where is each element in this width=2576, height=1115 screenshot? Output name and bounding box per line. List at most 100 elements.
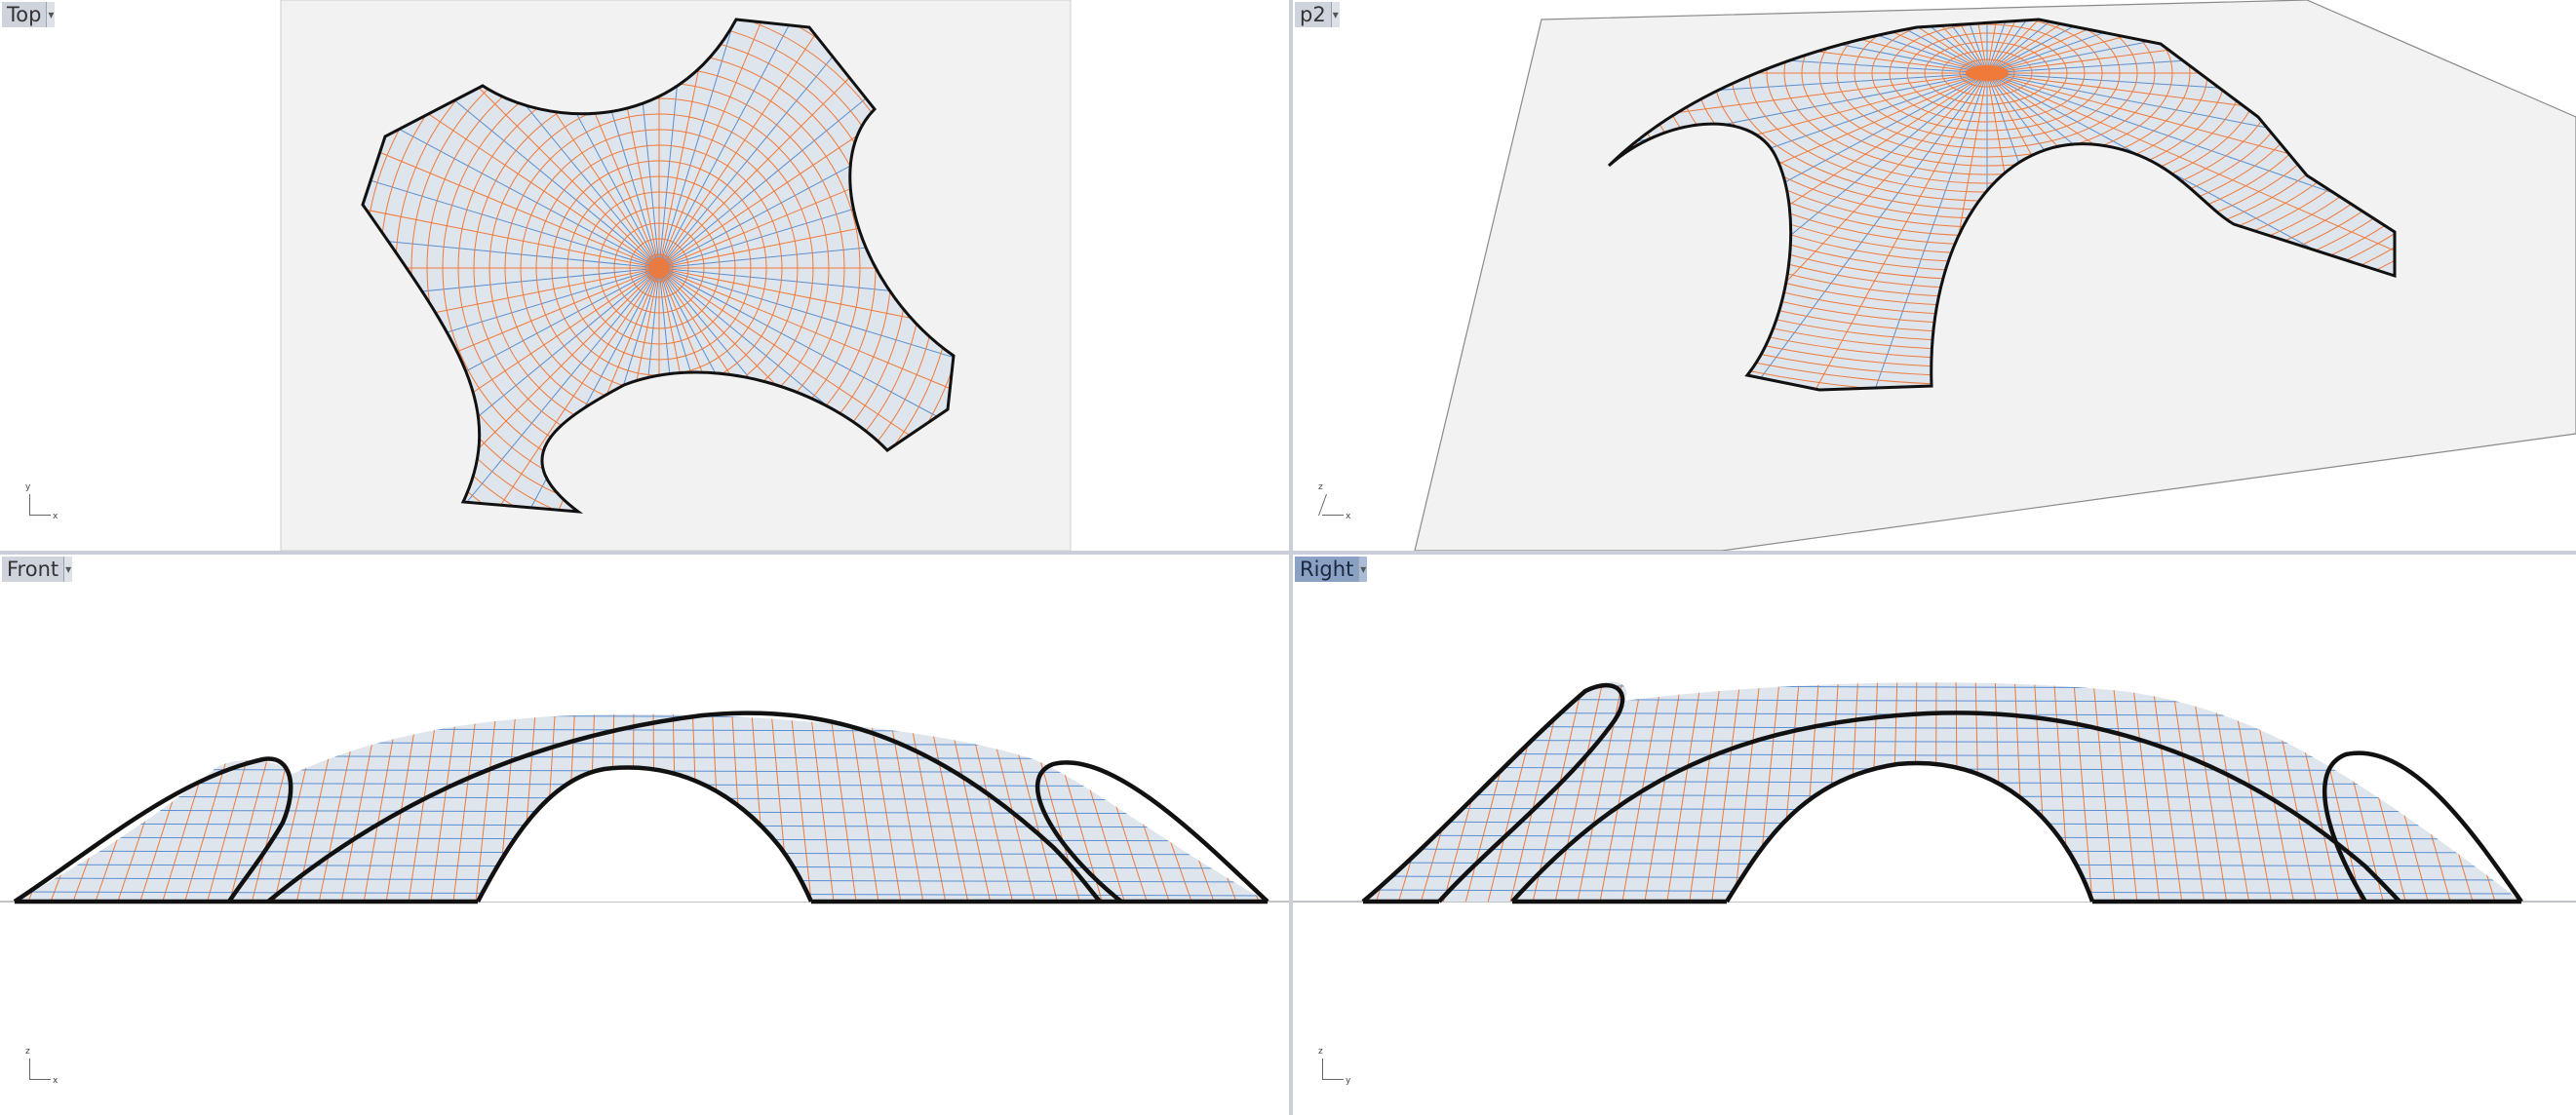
surface-edge-perspective [1607, 18, 2397, 392]
isocurve [658, 267, 954, 388]
chevron-down-icon[interactable]: ▾ [63, 557, 73, 582]
isocurve [1688, 681, 1723, 902]
isocurve [385, 713, 420, 902]
isocurve [1363, 681, 1391, 902]
isocurve [1643, 681, 1684, 902]
isocurve [1986, 19, 2395, 74]
isocurve [430, 713, 459, 902]
isocurve [1733, 681, 1762, 902]
isocurve [1609, 19, 1988, 74]
isocurve [566, 175, 752, 361]
isocurve [363, 267, 660, 426]
isocurve [2091, 681, 2116, 902]
isocurve [2072, 681, 2093, 902]
arch-opening [1727, 762, 2092, 902]
isocurve [363, 267, 660, 388]
isocurve [1665, 681, 1703, 902]
viewport-title: p2 [1300, 3, 1326, 26]
isocurve [1986, 72, 2395, 348]
isocurve [2501, 681, 2521, 902]
isocurve [1818, 19, 2156, 158]
isocurve [1293, 672, 1351, 905]
viewport-title: Right [1300, 558, 1354, 581]
viewport-top[interactable]: Top ▾ y x [0, 0, 1289, 551]
isocurve [828, 713, 857, 902]
viewport-label-front[interactable]: Front ▾ [2, 557, 73, 582]
isocurve [1889, 23, 2086, 123]
surface-edge-top [361, 18, 956, 514]
isocurve [1986, 72, 2395, 315]
isocurve [1609, 19, 1988, 74]
arch-opening [478, 767, 811, 902]
isocurve [1598, 681, 1645, 902]
front-view-scene [0, 701, 1289, 909]
isocurve [2520, 681, 2521, 902]
top-view-scene [280, 0, 1072, 551]
viewport-label-top[interactable]: Top ▾ [2, 2, 56, 27]
isocurve [10, 905, 1277, 909]
isocurve [475, 713, 498, 902]
viewport-title: Front [7, 558, 59, 581]
isocurve [1986, 19, 2395, 74]
viewport-perspective[interactable]: p2 ▾ z x [1293, 0, 2576, 551]
isocurve [658, 74, 954, 269]
isocurve [1277, 701, 1289, 905]
isocurve [363, 267, 660, 309]
isocurve [2111, 681, 2138, 902]
viewport-title: Top [7, 3, 42, 26]
isocurve [598, 207, 721, 329]
isocurve [1941, 50, 2033, 96]
isocurve [1576, 681, 1625, 902]
isocurve [1237, 713, 1268, 902]
isocurve [1553, 681, 1606, 902]
isocurve [1783, 19, 2191, 175]
isocurve [629, 238, 689, 298]
isocurve [1609, 19, 1988, 74]
isocurve [1218, 713, 1268, 902]
isocurve [1844, 72, 1988, 390]
isocurve [1959, 58, 2015, 88]
axes-icon: z x [25, 1047, 59, 1086]
isocurve [363, 267, 660, 349]
chevron-down-icon[interactable]: ▾ [46, 2, 56, 27]
isocurve [658, 267, 954, 426]
isocurve [15, 713, 30, 902]
isocurve [15, 713, 69, 902]
isocurve [363, 148, 660, 269]
isocurve [10, 701, 1277, 705]
isocurve [2189, 681, 2228, 902]
isocurve [1986, 19, 2395, 74]
isocurve [0, 701, 10, 905]
isocurve [1871, 19, 2103, 132]
viewport-front[interactable]: Front ▾ z x [0, 555, 1289, 1115]
isocurve [658, 267, 954, 309]
isocurve [15, 713, 50, 902]
viewport-label-right[interactable]: Right ▾ [1295, 557, 1368, 582]
axes-icon: y x [25, 482, 59, 521]
cplane-grid [1414, 0, 2576, 551]
chevron-down-icon[interactable]: ▾ [1330, 2, 1340, 27]
isocurve [363, 267, 660, 462]
viewport-label-perspective[interactable]: p2 ▾ [1295, 2, 1340, 27]
isocurve [1986, 72, 2395, 279]
isocurve [1363, 681, 1372, 902]
isocurve [1836, 19, 2138, 149]
isocurve [847, 713, 879, 902]
isocurve [1801, 19, 2173, 167]
isocurve [789, 713, 812, 902]
isocurve [582, 191, 736, 345]
axes-icon: z x [1317, 482, 1351, 521]
chevron-down-icon[interactable]: ▾ [1358, 557, 1368, 582]
apex-point [648, 257, 670, 279]
isocurve [408, 713, 440, 902]
isocurve [1257, 713, 1268, 902]
isocurve [658, 19, 853, 269]
isocurve [886, 713, 924, 902]
isocurve [658, 267, 954, 349]
viewport-right[interactable]: Right ▾ z y [1293, 555, 2576, 1115]
isocurve [2481, 681, 2521, 902]
isocurve [808, 713, 835, 902]
isocurve [658, 267, 954, 462]
surface-edges-front [13, 711, 1269, 904]
isocurve [613, 222, 705, 314]
